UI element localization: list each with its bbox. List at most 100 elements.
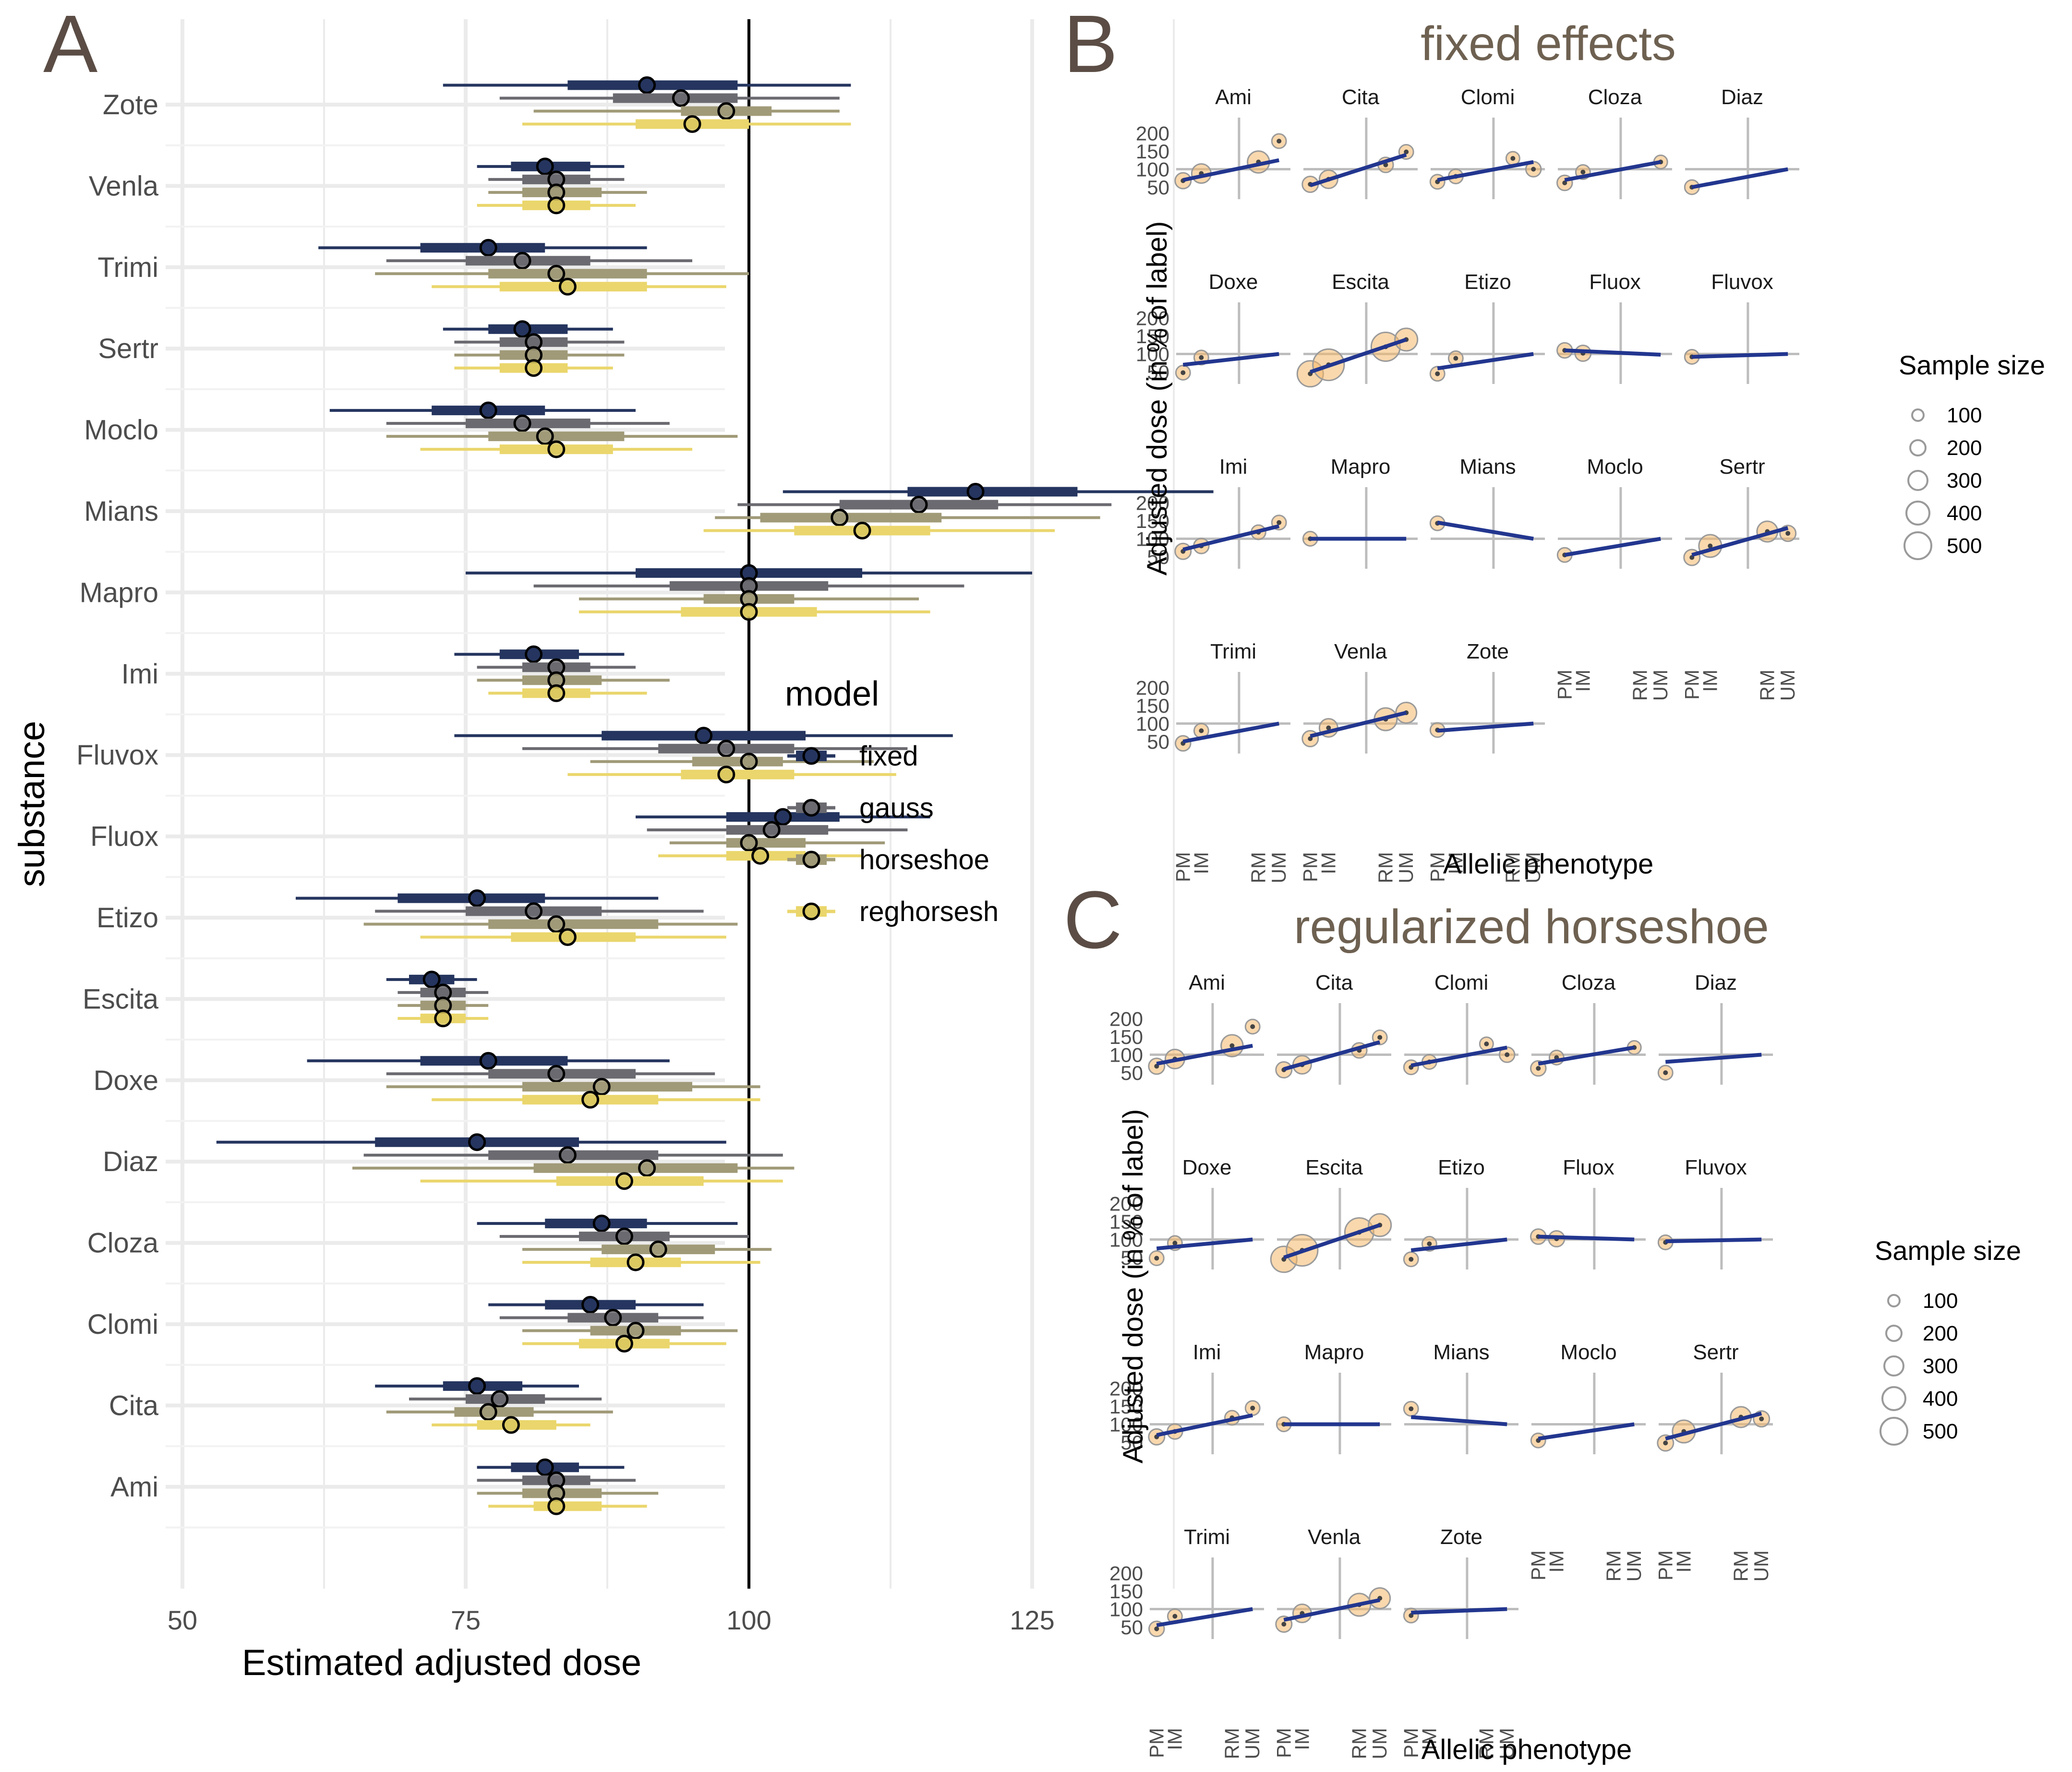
category-label: Mians — [84, 496, 158, 527]
fitted-line — [1437, 352, 1534, 371]
legend-key-point — [802, 850, 820, 869]
facet-strip-label: Clomi — [1434, 971, 1488, 994]
x-tick-label: PM — [1553, 670, 1576, 700]
legend-size-circle — [1887, 1294, 1901, 1307]
y-tick-label: 100 — [1136, 343, 1169, 366]
y-tick-label: 50 — [1147, 730, 1169, 753]
facet-strip-label: Trimi — [1210, 640, 1256, 663]
point-horseshoe — [717, 102, 735, 120]
facet-strip-label: Cloza — [1588, 85, 1642, 109]
facet-strip-label: Ami — [1189, 971, 1225, 994]
point-gauss — [547, 1065, 566, 1083]
facet-strip-label: Diaz — [1695, 971, 1737, 994]
fitted-line — [1437, 160, 1534, 182]
y-tick-label: 100 — [1136, 713, 1169, 735]
fitted-line — [1665, 1053, 1762, 1064]
data-point-center — [1531, 167, 1536, 172]
point-gauss — [558, 1146, 577, 1164]
x-tick-label: RM — [1348, 1728, 1370, 1759]
point-reghorsesh — [558, 277, 577, 296]
point-fixed — [468, 1133, 486, 1151]
y-tick-label: 100 — [1109, 1044, 1143, 1066]
point-reghorsesh — [558, 928, 577, 946]
y-tick-label: 50 — [1147, 176, 1169, 199]
y-tick-label: 100 — [1136, 158, 1169, 181]
fitted-line — [1692, 352, 1788, 359]
data-point-center — [1484, 1042, 1489, 1046]
point-reghorsesh — [434, 1009, 452, 1028]
x-tick-label: RM — [1729, 1550, 1752, 1581]
facet-strip-label: Fluox — [1589, 270, 1641, 294]
point-reghorsesh — [547, 684, 566, 702]
x-tick-label: PM — [1399, 1728, 1422, 1758]
x-tick-label: 50 — [168, 1605, 197, 1635]
category-label: Trimi — [97, 252, 158, 283]
point-fixed — [536, 1458, 554, 1476]
x-tick-label: IM — [1699, 670, 1721, 692]
y-tick-label: 150 — [1109, 1395, 1143, 1418]
legend-label: fixed — [859, 741, 918, 772]
data-point-center — [1281, 1622, 1287, 1627]
legend-size-circle — [1905, 501, 1930, 526]
x-tick-label: 100 — [726, 1605, 771, 1635]
fitted-line — [1437, 520, 1534, 541]
y-tick-label: 150 — [1136, 325, 1169, 347]
point-horseshoe — [638, 1159, 656, 1177]
facet-strip-label: Mapro — [1304, 1341, 1364, 1364]
facet-strip-label: Sertr — [1693, 1341, 1738, 1364]
panel-label-b: B — [1063, 0, 1118, 90]
fitted-line — [1538, 1045, 1635, 1066]
point-horseshoe — [740, 834, 758, 852]
category-label: Venla — [89, 170, 159, 202]
fitted-line — [1665, 1237, 1762, 1244]
x-tick-label: UM — [1495, 1728, 1518, 1759]
fitted-line — [1310, 711, 1407, 738]
fitted-line — [1564, 160, 1661, 182]
x-tick-label: UM — [1522, 852, 1544, 883]
category-label: Imi — [121, 659, 158, 690]
x-tick-label: UM — [1649, 670, 1672, 701]
point-horseshoe — [740, 753, 758, 771]
facet-strip-label: Etizo — [1438, 1156, 1485, 1179]
y-tick-label: 50 — [1120, 1431, 1143, 1454]
fitted-line — [1283, 1040, 1381, 1071]
data-point-center — [1409, 1257, 1414, 1262]
legend-size-circle — [1881, 1386, 1906, 1411]
x-tick-label: 125 — [1010, 1605, 1054, 1635]
fitted-line — [1564, 537, 1661, 557]
facet-strip-label: Diaz — [1721, 85, 1763, 109]
point-gauss — [717, 740, 735, 758]
point-horseshoe — [536, 427, 554, 445]
point-fixed — [638, 76, 656, 94]
legend-label: 500 — [1923, 1420, 1958, 1443]
legend-key-point — [802, 902, 820, 921]
legend-key-point — [802, 747, 820, 765]
fitted-line — [1410, 1045, 1507, 1067]
x-tick-label: UM — [1776, 670, 1799, 701]
y-axis-label: Adjusted dose (in % of label) — [1142, 221, 1173, 575]
legend-label: gauss — [859, 792, 934, 824]
panel-title: regularized horseshoe — [1294, 900, 1769, 954]
point-reghorsesh — [853, 522, 871, 539]
category-label: Zote — [103, 89, 158, 120]
point-fixed — [468, 1377, 486, 1395]
x-tick-label: RM — [1501, 852, 1524, 883]
data-point-center — [1172, 1241, 1178, 1245]
data-point-center — [1277, 520, 1282, 525]
point-gauss — [672, 89, 690, 107]
x-tick-label: UM — [1241, 1728, 1264, 1759]
x-tick-label: 75 — [451, 1605, 481, 1635]
data-point-center — [1785, 531, 1791, 536]
x-tick-label: IM — [1317, 852, 1339, 874]
facet-strip-label: Escita — [1332, 270, 1389, 294]
fitted-line — [1182, 721, 1279, 743]
category-label: Cita — [109, 1390, 159, 1421]
x-tick-label: RM — [1247, 852, 1269, 883]
point-horseshoe — [592, 1078, 611, 1096]
x-tick-label: RM — [1756, 670, 1778, 701]
x-tick-label: IM — [1545, 1550, 1567, 1573]
y-tick-label: 200 — [1136, 122, 1169, 145]
point-reghorsesh — [547, 440, 566, 458]
facet-strip-label: Mians — [1459, 455, 1516, 479]
